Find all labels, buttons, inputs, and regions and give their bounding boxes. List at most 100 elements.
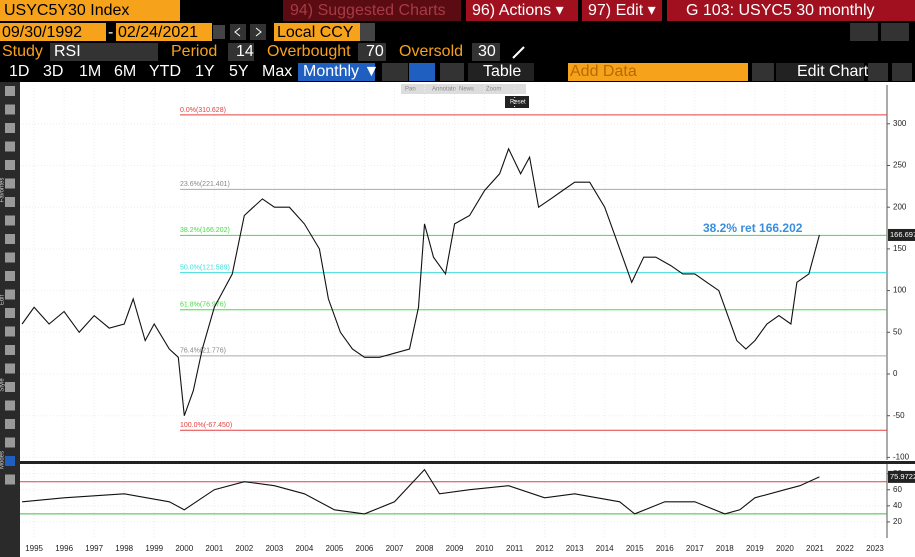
add-data[interactable]: Add Data	[570, 63, 637, 80]
collapse-button[interactable]	[752, 63, 774, 81]
side-icon[interactable]	[5, 141, 15, 152]
last-value-box	[888, 228, 915, 241]
bar-tool[interactable]	[409, 63, 435, 81]
line-tool[interactable]	[382, 63, 408, 81]
tool-button[interactable]: News	[459, 87, 474, 93]
add-data-field[interactable]	[568, 63, 748, 81]
x-tick-label: 2015	[626, 544, 644, 553]
side-icon[interactable]	[5, 234, 15, 244]
side-icon[interactable]	[5, 382, 15, 392]
x-tick-label: 2009	[446, 544, 464, 553]
x-tick-label: 2012	[536, 544, 554, 553]
x-tick-label: 2003	[265, 544, 283, 553]
frequency-button[interactable]	[298, 63, 375, 81]
y-tick-label: 250	[893, 161, 907, 170]
range-button[interactable]: 1M	[79, 63, 101, 80]
overbought-field[interactable]	[358, 43, 386, 61]
y-tick-label: 40	[893, 501, 902, 510]
edit-button[interactable]	[582, 0, 662, 21]
security-field[interactable]	[0, 0, 180, 21]
period[interactable]: 14	[236, 43, 254, 60]
x-tick-label: 2022	[836, 544, 854, 553]
side-icon[interactable]	[5, 289, 15, 300]
side-icon[interactable]	[5, 178, 15, 189]
chart-area	[20, 82, 915, 557]
x-tick-label: 2007	[386, 544, 404, 553]
currency-field[interactable]	[274, 23, 360, 41]
side-icon[interactable]	[5, 215, 15, 226]
level-label: 38.2%(166.202)	[180, 227, 230, 234]
start-date-field[interactable]	[0, 23, 106, 41]
oversold[interactable]: 30	[478, 43, 496, 60]
tool-drop[interactable]	[440, 63, 464, 81]
period-label: Period	[171, 43, 217, 60]
x-tick-label: 1996	[55, 544, 73, 553]
tools-bar	[401, 84, 526, 94]
side-icon[interactable]	[5, 104, 15, 115]
range-button[interactable]: Max	[262, 63, 292, 80]
side-label: Modes	[0, 451, 6, 469]
tool-button[interactable]: Reset	[510, 100, 526, 106]
edit[interactable]: 97) Edit ▾	[588, 2, 656, 19]
tool-button[interactable]: Pan	[405, 87, 416, 93]
tool-button[interactable]: Zoom	[486, 87, 501, 93]
range-button[interactable]: YTD	[149, 63, 181, 80]
side-icon[interactable]	[5, 363, 15, 374]
prev-button[interactable]	[230, 24, 246, 40]
side-icon[interactable]	[5, 419, 15, 429]
suggested[interactable]: 94) Suggested Charts	[290, 2, 446, 19]
end-date-field[interactable]	[116, 23, 212, 41]
actions[interactable]: 96) Actions ▾	[472, 2, 564, 19]
currency[interactable]: Local CCY	[277, 24, 354, 41]
level-label: 50.0%(121.589)	[180, 264, 230, 271]
tool-button[interactable]: Annotate	[432, 87, 457, 93]
period-field[interactable]	[228, 43, 254, 61]
range-button[interactable]: 6M	[114, 63, 136, 80]
side-icon[interactable]	[5, 345, 15, 355]
side-icon[interactable]	[5, 456, 15, 466]
pencil-icon[interactable]	[512, 46, 525, 59]
frequency[interactable]: Monthly ▼	[303, 63, 379, 80]
calendar-icon[interactable]	[213, 25, 225, 39]
range-button[interactable]: 1Y	[195, 63, 215, 80]
prev-icon	[234, 27, 241, 37]
x-tick-label: 2008	[416, 544, 434, 553]
side-icon[interactable]	[5, 437, 15, 448]
side-icon[interactable]	[5, 271, 15, 281]
side-icon[interactable]	[5, 308, 15, 318]
next-button[interactable]	[250, 24, 266, 40]
end-date[interactable]: 02/24/2021	[118, 24, 198, 41]
side-icon[interactable]	[5, 123, 15, 133]
edit-chart[interactable]: Edit Chart	[797, 63, 869, 80]
overbought[interactable]: 70	[366, 43, 384, 60]
edit-chart-button[interactable]	[776, 63, 864, 81]
actions-button[interactable]	[466, 0, 578, 21]
undo-button[interactable]	[850, 23, 878, 41]
side-icon[interactable]	[5, 86, 15, 96]
side-icon[interactable]	[5, 326, 15, 337]
side-icon[interactable]	[5, 197, 15, 207]
side-icon[interactable]	[5, 474, 15, 485]
currency-drop[interactable]	[360, 23, 375, 41]
side-icon[interactable]	[5, 400, 15, 411]
range-button[interactable]: 3D	[43, 63, 63, 80]
oversold-field[interactable]	[472, 43, 500, 61]
security[interactable]: USYC5Y30 Index	[4, 2, 129, 19]
table-button[interactable]	[468, 63, 534, 81]
x-tick-label: 2010	[476, 544, 494, 553]
settings-button[interactable]	[868, 63, 888, 81]
suggested-button[interactable]	[283, 0, 461, 21]
x-tick-label: 2018	[716, 544, 734, 553]
study[interactable]: RSI	[54, 43, 81, 60]
expand-button[interactable]	[892, 63, 912, 81]
table[interactable]: Table	[483, 63, 521, 80]
start-date[interactable]: 09/30/1992	[2, 24, 82, 41]
redo-button[interactable]	[881, 23, 909, 41]
side-icon[interactable]	[5, 252, 15, 263]
range-button[interactable]: 1D	[9, 63, 29, 80]
level-label: 76.4%(21.776)	[180, 348, 226, 355]
range-button[interactable]: 5Y	[229, 63, 249, 80]
side-icon[interactable]	[5, 160, 15, 170]
study-field[interactable]	[50, 43, 158, 61]
x-tick-label: 2020	[776, 544, 794, 553]
